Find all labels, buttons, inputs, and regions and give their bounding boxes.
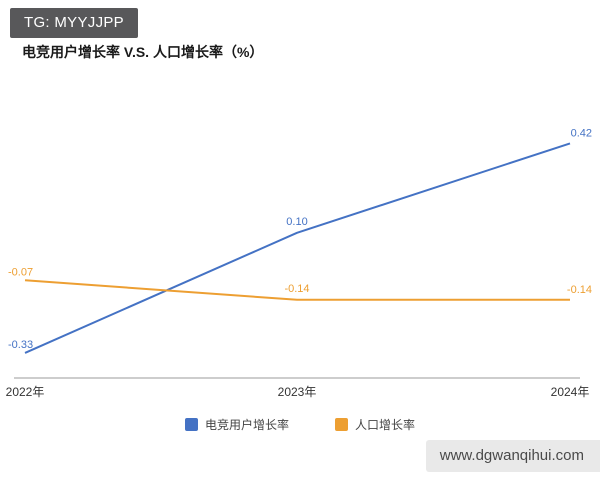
legend-swatch-population-growth	[335, 418, 348, 431]
x-tick-label: 2022年	[6, 385, 45, 399]
data-label-esports-user-growth: 0.10	[286, 216, 307, 228]
legend-label: 人口增长率	[355, 418, 416, 432]
data-label-population-growth: -0.07	[8, 266, 33, 278]
chart-legend: 电竞用户增长率 人口增长率	[0, 416, 600, 433]
legend-swatch-esports-user-growth	[184, 418, 198, 431]
series-line-esports-user-growth	[24, 142, 571, 354]
x-tick-label: 2023年	[278, 385, 317, 399]
data-label-population-growth: -0.14	[284, 283, 309, 295]
legend-item-esports-user-growth: 电竞用户增长率	[184, 416, 289, 433]
legend-item-population-growth: 人口增长率	[335, 416, 415, 433]
website-watermark-text: www.dgwanqihui.com	[439, 447, 584, 464]
series-line-population-growth	[24, 279, 570, 301]
website-watermark-badge: www.dgwanqihui.com	[425, 440, 600, 472]
telegram-watermark-text: TG: MYYJJPP	[24, 14, 124, 31]
data-label-esports-user-growth: 0.42	[571, 127, 592, 139]
plot-area: -0.33 0.10 0.42 -0.07 -0.14 -0.14 2022年 2023年 20…	[6, 127, 592, 399]
legend-label: 电竞用户增长率	[204, 418, 289, 432]
x-tick-label: 2024年	[551, 385, 590, 399]
data-label-esports-user-growth: -0.33	[8, 339, 33, 351]
telegram-watermark-badge: TG: MYYJJPP	[10, 8, 138, 38]
chart-title: 电竞用户增长率 V.S. 人口增长率（%）	[22, 44, 264, 60]
data-label-population-growth: -0.14	[567, 284, 592, 296]
